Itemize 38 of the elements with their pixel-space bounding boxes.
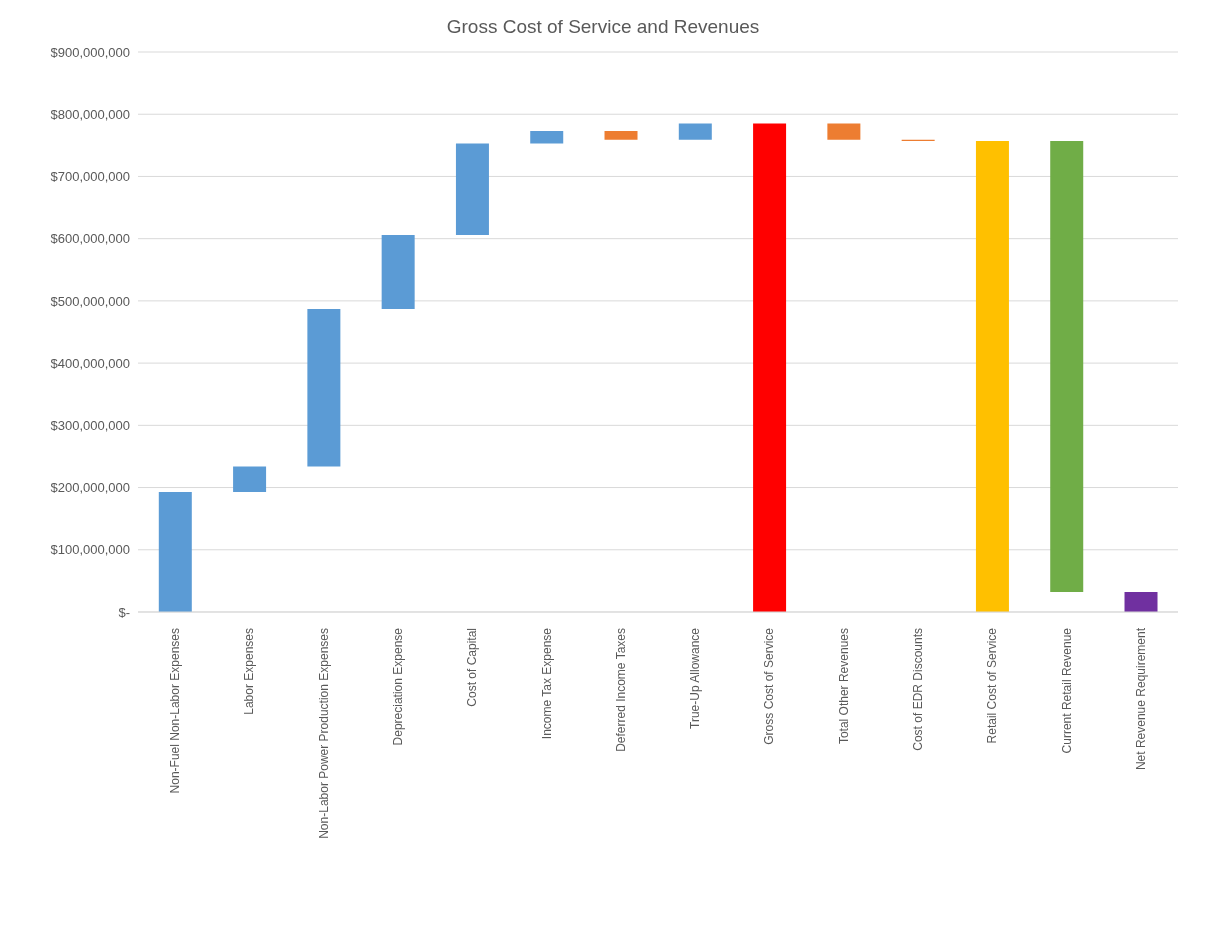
y-tick-label: $600,000,000 xyxy=(50,231,130,247)
x-tick-label: Cost of Capital xyxy=(465,628,480,707)
x-tick-label: Depreciation Expense xyxy=(391,627,405,746)
x-tick-label: Net Revenue Requirement xyxy=(1133,627,1148,771)
x-tick-label: Total Other Revenues xyxy=(836,628,851,745)
y-tick-label: $- xyxy=(118,604,130,620)
x-tick-label: Non-Labor Power Production Expenses xyxy=(316,628,331,839)
bar xyxy=(1124,592,1158,612)
x-tick-label: Cost of EDR Discounts xyxy=(911,628,925,751)
y-tick-label: $500,000,000 xyxy=(50,293,130,309)
bar xyxy=(530,131,564,144)
bar xyxy=(604,131,638,140)
chart-title: Gross Cost of Service and Revenues xyxy=(445,15,761,39)
bar xyxy=(678,123,712,140)
x-tick-label: Deferred Income Taxes xyxy=(613,628,628,752)
x-tick-label: Non-Fuel Non-Labor Expenses xyxy=(168,628,183,794)
bar xyxy=(827,123,861,140)
y-tick-label: $200,000,000 xyxy=(50,480,130,496)
x-tick-label: Retail Cost of Service xyxy=(985,627,1000,744)
x-tick-label: Gross Cost of Service xyxy=(762,627,777,745)
bar xyxy=(753,123,787,612)
bar xyxy=(1050,140,1084,593)
bar xyxy=(455,143,489,235)
y-tick-label: $100,000,000 xyxy=(50,542,130,558)
y-tick-label: $700,000,000 xyxy=(50,169,130,185)
x-tick-label: True-Up Allowance xyxy=(688,627,703,729)
y-tick-label: $900,000,000 xyxy=(50,44,130,60)
bar xyxy=(233,466,267,492)
bar xyxy=(307,308,341,467)
y-tick-label: $300,000,000 xyxy=(50,417,130,433)
y-tick-label: $800,000,000 xyxy=(50,106,130,122)
bar xyxy=(158,491,192,612)
y-tick-label: $400,000,000 xyxy=(50,355,130,371)
x-tick-label: Current Retail Revenue xyxy=(1059,627,1074,754)
bar xyxy=(381,234,415,309)
bar xyxy=(975,140,1009,612)
x-tick-label: Income Tax Expense xyxy=(539,627,554,740)
x-tick-label: Labor Expenses xyxy=(242,628,257,715)
